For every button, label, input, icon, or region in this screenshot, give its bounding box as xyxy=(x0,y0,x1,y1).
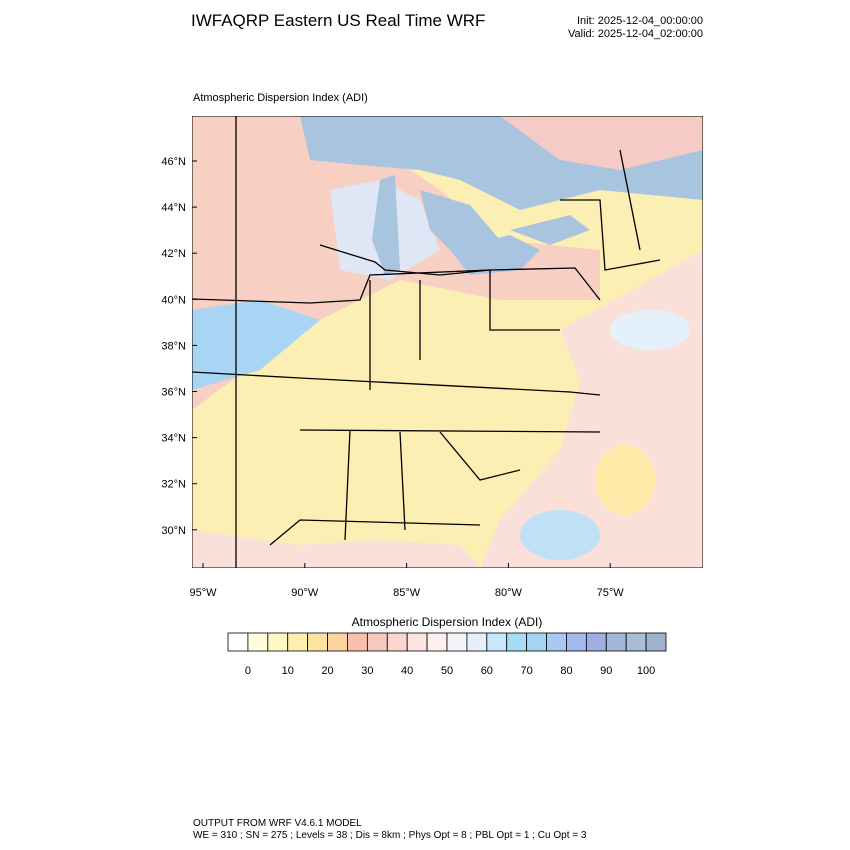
colorbar-label: 20 xyxy=(321,665,333,677)
valid-time: Valid: 2025-12-04_02:00:00 xyxy=(568,28,703,40)
colorbar-box xyxy=(526,632,547,652)
colorbar-box xyxy=(566,632,587,652)
colorbar-box xyxy=(287,632,309,652)
lat-label: 46°N xyxy=(161,156,186,168)
lat-label: 44°N xyxy=(161,202,186,214)
colorbar-box xyxy=(406,632,428,652)
lon-label: 80°W xyxy=(495,587,523,599)
colorbar-box xyxy=(466,632,488,652)
colorbar-box xyxy=(625,632,647,652)
init-time: Init: 2025-12-04_00:00:00 xyxy=(577,15,703,27)
colorbar-label: 40 xyxy=(401,665,413,677)
title: IWFAQRP Eastern US Real Time WRF xyxy=(191,11,485,30)
colorbar-label: 30 xyxy=(361,665,373,677)
map xyxy=(192,116,703,568)
colorbar-label: 10 xyxy=(282,665,294,677)
lon-label: 95°W xyxy=(189,587,217,599)
lat-label: 36°N xyxy=(161,387,186,399)
lon-label: 90°W xyxy=(291,587,319,599)
colorbar-box xyxy=(366,632,388,652)
colorbar-box xyxy=(446,632,468,652)
colorbar-label: 60 xyxy=(481,665,493,677)
footer-line: OUTPUT FROM WRF V4.6.1 MODEL xyxy=(193,818,362,829)
colorbar-box xyxy=(347,632,368,652)
colorbar-box xyxy=(605,632,627,652)
colorbar-box xyxy=(486,632,508,652)
colorbar-label: 90 xyxy=(600,665,612,677)
colorbar-box xyxy=(386,632,408,652)
lat-label: 32°N xyxy=(161,479,186,491)
colorbar-box xyxy=(585,632,607,652)
lat-label: 30°N xyxy=(161,525,186,537)
colorbar-label: 0 xyxy=(245,665,251,677)
lat-label: 34°N xyxy=(161,433,186,445)
colorbar-label: 50 xyxy=(441,665,453,677)
lon-label: 75°W xyxy=(597,587,625,599)
colorbar-box xyxy=(307,632,328,652)
colorbar-label: 80 xyxy=(560,665,572,677)
colorbar-box xyxy=(506,632,528,652)
colorbar-title: Atmospheric Dispersion Index (ADI) xyxy=(352,615,543,629)
colorbar-box xyxy=(327,632,348,652)
lat-label: 42°N xyxy=(161,248,186,260)
colorbar-label: 100 xyxy=(637,665,655,677)
colorbar-box xyxy=(267,632,289,652)
lat-label: 38°N xyxy=(161,340,186,352)
colorbar-box xyxy=(227,632,249,652)
colorbar-box xyxy=(247,632,269,652)
lat-label: 40°N xyxy=(161,294,186,306)
lon-label: 85°W xyxy=(393,587,421,599)
colorbar-label: 70 xyxy=(521,665,533,677)
footer-line: WE = 310 ; SN = 275 ; Levels = 38 ; Dis … xyxy=(193,830,587,841)
map-label: Atmospheric Dispersion Index (ADI) xyxy=(193,92,368,104)
colorbar-box xyxy=(426,632,448,652)
colorbar-box xyxy=(546,632,567,652)
colorbar-box xyxy=(645,632,667,652)
